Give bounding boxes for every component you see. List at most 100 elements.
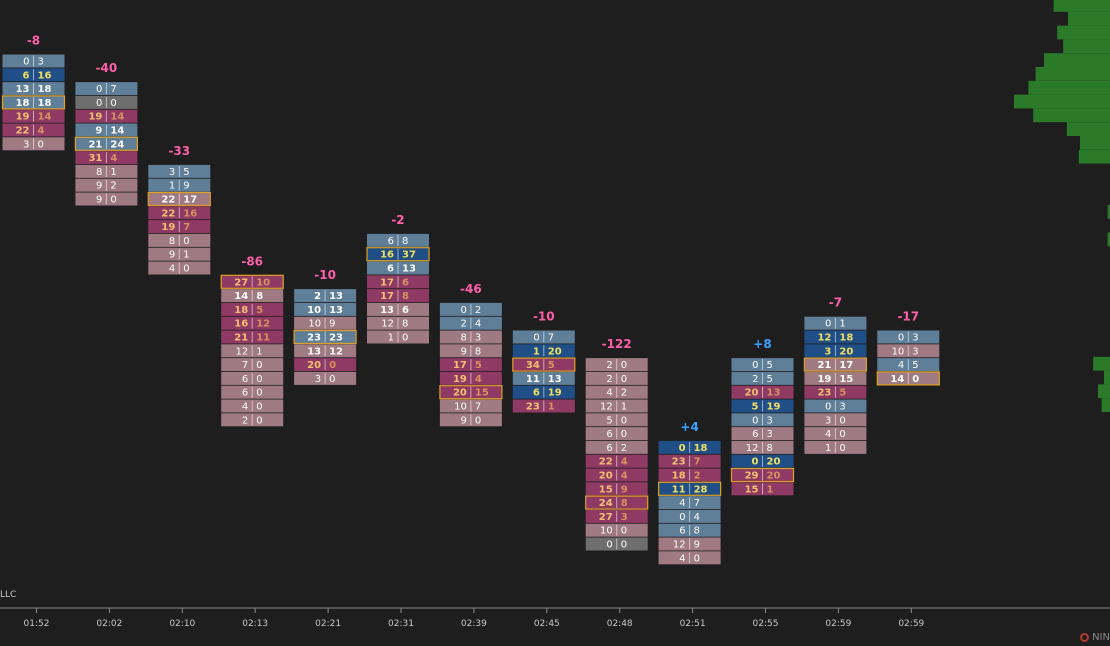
bid-volume: 14 — [890, 374, 904, 385]
ask-volume: 4 — [38, 126, 45, 137]
profile-bar — [1107, 232, 1110, 247]
bid-volume: 1 — [388, 333, 394, 344]
ask-volume: 8 — [402, 319, 408, 330]
ask-volume: 15 — [475, 388, 489, 399]
ask-volume: 1 — [548, 402, 555, 413]
bid-volume: 3 — [315, 374, 321, 385]
bid-volume: 6 — [242, 374, 248, 385]
bid-volume: 23 — [672, 457, 686, 468]
profile-bar — [1028, 80, 1110, 95]
bid-volume: 4 — [898, 360, 904, 371]
tick-label: 02:31 — [388, 619, 414, 629]
profile-bar — [1035, 67, 1110, 81]
bid-volume: 23 — [817, 388, 831, 399]
bid-volume: 12 — [381, 319, 394, 330]
ask-volume: 20 — [548, 346, 562, 357]
ask-volume: 10 — [256, 277, 270, 288]
ask-volume: 1 — [183, 250, 189, 261]
ask-volume: 5 — [548, 360, 555, 371]
bid-volume: 0 — [752, 415, 758, 426]
ask-volume: 3 — [475, 333, 481, 344]
bar-delta-label: +8 — [753, 337, 771, 351]
brand-text: LLC — [0, 590, 17, 600]
ask-volume: 0 — [694, 553, 700, 564]
bid-volume: 1 — [169, 181, 175, 192]
ask-volume: 0 — [475, 415, 481, 426]
bid-volume: 12 — [673, 540, 686, 551]
ask-volume: 8 — [402, 236, 408, 247]
ask-volume: 0 — [256, 374, 262, 385]
bar-delta-label: -10 — [533, 310, 555, 324]
tick-label: 02:45 — [534, 619, 560, 629]
bid-volume: 15 — [599, 484, 613, 495]
bid-volume: 19 — [161, 222, 175, 233]
bid-volume: 10 — [454, 402, 467, 413]
ask-volume: 13 — [329, 291, 343, 302]
bid-volume: 0 — [533, 333, 539, 344]
footprint-bar: -10 2 13 10 13 10 9 23 23 13 12 20 03 0 — [293, 268, 357, 385]
ask-volume: 0 — [329, 360, 336, 371]
bid-volume: 9 — [169, 250, 175, 261]
ask-volume: 4 — [621, 457, 628, 468]
ask-volume: 8 — [256, 291, 263, 302]
bar-delta-label: -33 — [168, 144, 190, 158]
bid-volume: 10 — [892, 346, 905, 357]
bid-volume: 6 — [387, 264, 394, 275]
bid-volume: 9 — [461, 346, 467, 357]
ask-volume: 8 — [694, 526, 700, 537]
ask-volume: 3 — [839, 402, 845, 413]
bar-delta-label: -86 — [241, 254, 263, 268]
ask-volume: 23 — [329, 333, 343, 344]
bid-volume: 13 — [380, 305, 394, 316]
ask-volume: 14 — [38, 112, 52, 123]
bid-volume: 22 — [16, 126, 30, 137]
bid-volume: 20 — [745, 388, 759, 399]
bid-volume: 4 — [242, 402, 248, 413]
ask-volume: 13 — [402, 264, 416, 275]
ask-volume: 2 — [621, 443, 627, 454]
ask-volume: 7 — [110, 84, 116, 95]
bid-volume: 0 — [898, 333, 904, 344]
bid-volume: 2 — [752, 374, 758, 385]
bar-delta-label: -122 — [602, 337, 632, 351]
bid-volume: 8 — [169, 236, 175, 247]
bid-volume: 6 — [606, 429, 612, 440]
ask-volume: 19 — [767, 402, 781, 413]
bid-volume: 18 — [234, 305, 248, 316]
bid-volume: 27 — [599, 512, 613, 523]
ask-volume: 20 — [839, 346, 853, 357]
bid-volume: 0 — [606, 540, 612, 551]
bid-volume: 29 — [745, 471, 759, 482]
ask-volume: 0 — [621, 374, 627, 385]
ask-volume: 0 — [329, 374, 335, 385]
bid-volume: 5 — [752, 402, 759, 413]
bid-volume: 6 — [679, 526, 685, 537]
ask-volume: 8 — [621, 498, 628, 509]
ask-volume: 24 — [110, 139, 124, 150]
bid-volume: 10 — [308, 319, 321, 330]
ask-volume: 0 — [621, 415, 627, 426]
ask-volume: 18 — [839, 333, 853, 344]
profile-bar — [1078, 149, 1110, 164]
ask-volume: 0 — [256, 388, 262, 399]
ask-volume: 17 — [839, 360, 853, 371]
bid-volume: 9 — [461, 415, 467, 426]
bid-volume: 22 — [161, 195, 175, 206]
ask-volume: 20 — [767, 471, 781, 482]
ask-volume: 0 — [839, 429, 845, 440]
bid-volume: 4 — [169, 264, 175, 275]
bid-volume: 2 — [314, 291, 321, 302]
tick-label: 02:13 — [242, 619, 268, 629]
bid-volume: 21 — [88, 139, 102, 150]
bid-volume: 0 — [679, 512, 685, 523]
ask-volume: 3 — [912, 333, 918, 344]
bid-volume: 4 — [825, 429, 831, 440]
bid-volume: 2 — [606, 374, 612, 385]
tick-label: 02:39 — [461, 619, 487, 629]
profile-bar — [1053, 0, 1110, 12]
ask-volume: 5 — [839, 388, 846, 399]
